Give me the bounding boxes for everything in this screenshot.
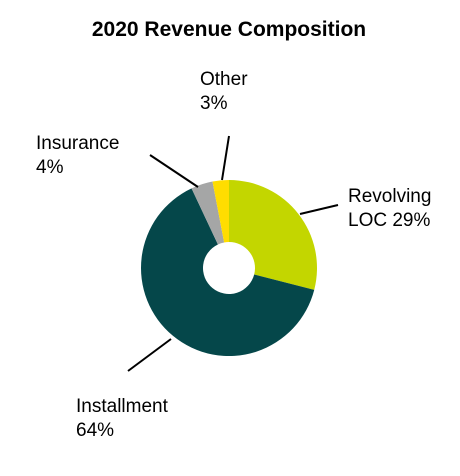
slice-installment [141, 188, 315, 356]
leader-line-other [221, 135, 230, 181]
slice-label-installment: Installment 64% [76, 396, 169, 441]
leader-lines [127, 135, 339, 372]
leader-line-installment [127, 338, 172, 372]
slice-insurance [191, 181, 225, 245]
donut-slices [141, 179, 317, 356]
chart-title: 2020 Revenue Composition [92, 18, 366, 41]
leader-line-insurance [149, 154, 199, 188]
slice-other [212, 180, 229, 243]
slice-revolving-loc [229, 179, 317, 290]
slice-label-insurance: Insurance 4% [36, 133, 119, 178]
slice-label-revolving-loc: Revolving LOC 29% [348, 186, 431, 231]
slice-label-other: Other 3% [200, 69, 248, 114]
leader-line-revolving-loc [299, 204, 339, 215]
slice-labels: Revolving LOC 29% Installment 64% Insurance 4… [36, 69, 431, 441]
